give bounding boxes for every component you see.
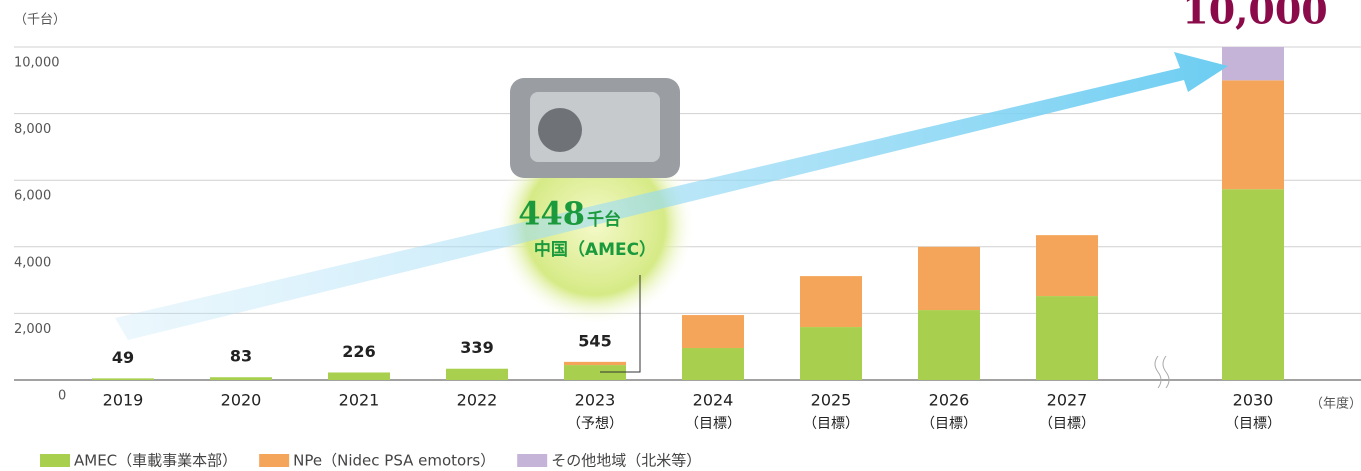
x-tick-note: （目標） — [921, 416, 977, 432]
legend-swatch — [517, 454, 547, 467]
x-tick-label: 2022 — [457, 391, 498, 410]
bar-segment — [92, 378, 154, 380]
callout-value: 448 — [518, 195, 585, 233]
callout-label: 中国（AMEC） — [534, 239, 656, 260]
bar-segment — [800, 276, 862, 327]
bar-segment — [1222, 189, 1284, 380]
x-tick-label: 2025 — [811, 391, 852, 410]
legend-label: NPe（Nidec PSA emotors） — [293, 452, 495, 470]
y-tick-label: 8,000 — [14, 122, 51, 137]
x-tick-label: 2024 — [693, 391, 734, 410]
y-tick-label: 10,000 — [14, 56, 60, 71]
total-label: 339 — [460, 338, 493, 357]
x-tick-label: 2021 — [339, 391, 380, 410]
x-tick-label: 2020 — [221, 391, 262, 410]
y-tick-label: 6,000 — [14, 189, 51, 204]
x-tick-note: （目標） — [685, 416, 741, 432]
x-tick-label: 2019 — [103, 391, 144, 410]
motor-image — [510, 78, 680, 178]
y-unit: （千台） — [14, 13, 66, 28]
x-tick-note: （目標） — [1225, 416, 1281, 432]
y-tick-label: 2,000 — [14, 322, 51, 337]
x-unit: （年度） — [1310, 396, 1361, 412]
legend-label: その他地域（北米等） — [551, 452, 701, 470]
chart: （千台） （年度） 448 千台 中国（AMEC） 10,000 0 2,000 4… — [0, 0, 1361, 471]
total-label: 83 — [230, 347, 252, 366]
axis-break — [1155, 356, 1169, 388]
total-label: 226 — [342, 342, 375, 361]
bar-segment — [210, 377, 272, 380]
bar-segment — [1222, 80, 1284, 189]
y-tick-label: 0 — [58, 389, 66, 404]
x-tick-label: 2030 — [1233, 391, 1274, 410]
legend-swatch — [259, 454, 289, 467]
x-tick-label: 2026 — [929, 391, 970, 410]
total-label: 49 — [112, 348, 134, 367]
y-tick-label: 4,000 — [14, 255, 51, 270]
bar-segment — [564, 362, 626, 365]
x-tick-note: （目標） — [803, 416, 859, 432]
bar-segment — [800, 327, 862, 380]
bar-segment — [446, 369, 508, 380]
callout-unit: 千台 — [587, 209, 621, 230]
x-tick-label: 2023 — [575, 391, 616, 410]
bar-segment — [918, 247, 980, 310]
legend-swatch — [40, 454, 70, 467]
x-tick-note: （予想） — [567, 416, 623, 432]
bar-segment — [328, 372, 390, 380]
bar-segment — [1036, 296, 1098, 380]
headline: 10,000 — [1182, 0, 1327, 33]
x-tick-label: 2027 — [1047, 391, 1088, 410]
bar-segment — [682, 348, 744, 380]
bar-segment — [1222, 47, 1284, 80]
bar-segment — [682, 315, 744, 348]
legend-label: AMEC（車載事業本部） — [74, 452, 237, 470]
bar-segment — [1036, 235, 1098, 296]
bar-segment — [918, 310, 980, 380]
x-tick-note: （目標） — [1039, 416, 1095, 432]
total-label: 545 — [578, 331, 611, 350]
bar-segment — [564, 365, 626, 380]
